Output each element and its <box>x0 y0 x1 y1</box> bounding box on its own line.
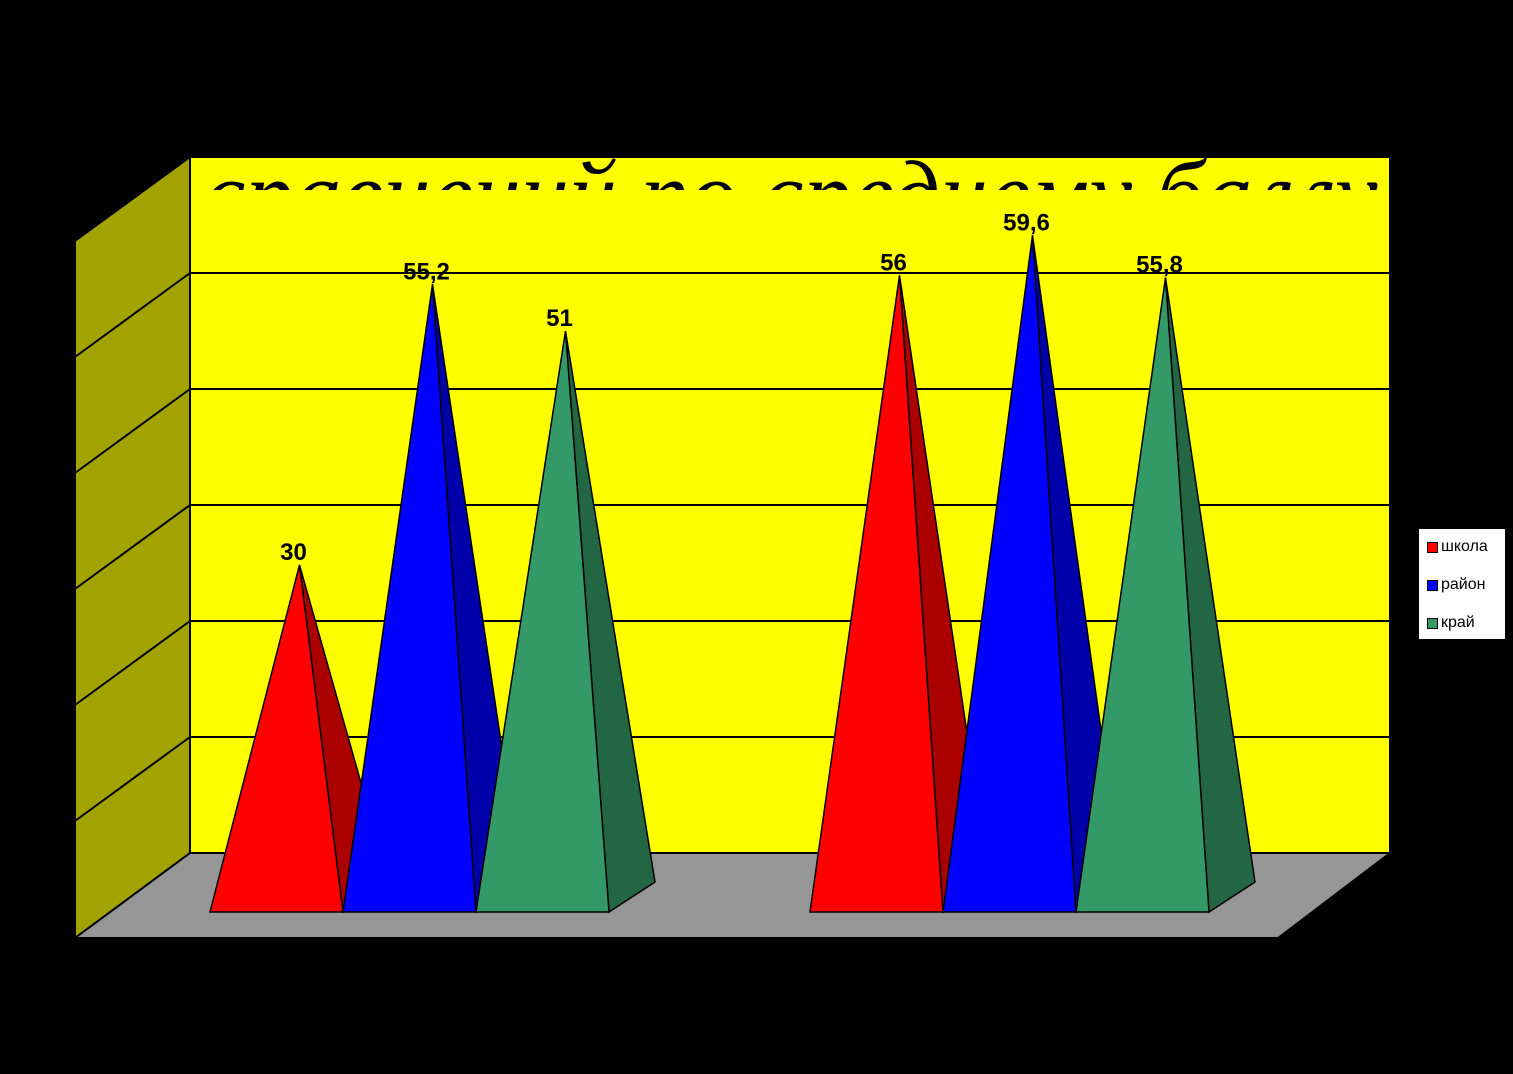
gridline-side <box>74 388 191 474</box>
gridline-side <box>74 736 191 822</box>
pyramid-1-1 <box>942 235 1077 913</box>
pyramid-0-0 <box>209 564 344 913</box>
data-label-0-0: 30 <box>280 539 307 566</box>
legend-item-school: школа <box>1427 537 1488 557</box>
legend: школа район край <box>1418 528 1506 640</box>
legend-label-school: школа <box>1441 538 1488 555</box>
data-label-0-1: 56 <box>880 249 907 276</box>
legend-item-district: район <box>1427 575 1485 595</box>
pyramid-1-0 <box>342 284 477 913</box>
data-label-2-0: 51 <box>546 305 573 332</box>
legend-label-district: район <box>1441 576 1486 593</box>
gridline-side <box>74 272 191 358</box>
gridline-side <box>74 620 191 706</box>
legend-swatch-school <box>1427 541 1438 553</box>
gridline-side <box>74 156 191 242</box>
gridline-side <box>74 504 191 590</box>
data-label-1-1: 59,6 <box>1003 209 1050 236</box>
legend-label-region: край <box>1441 614 1475 631</box>
legend-swatch-district <box>1427 579 1438 591</box>
pyramid-2-1 <box>1075 277 1210 913</box>
data-label-2-1: 55,8 <box>1136 252 1183 279</box>
legend-swatch-region <box>1427 617 1438 629</box>
pyramid-0-1 <box>809 275 944 913</box>
pyramid-2-0 <box>475 330 610 913</box>
data-label-1-0: 55,2 <box>403 258 450 285</box>
legend-item-region: край <box>1427 613 1475 633</box>
